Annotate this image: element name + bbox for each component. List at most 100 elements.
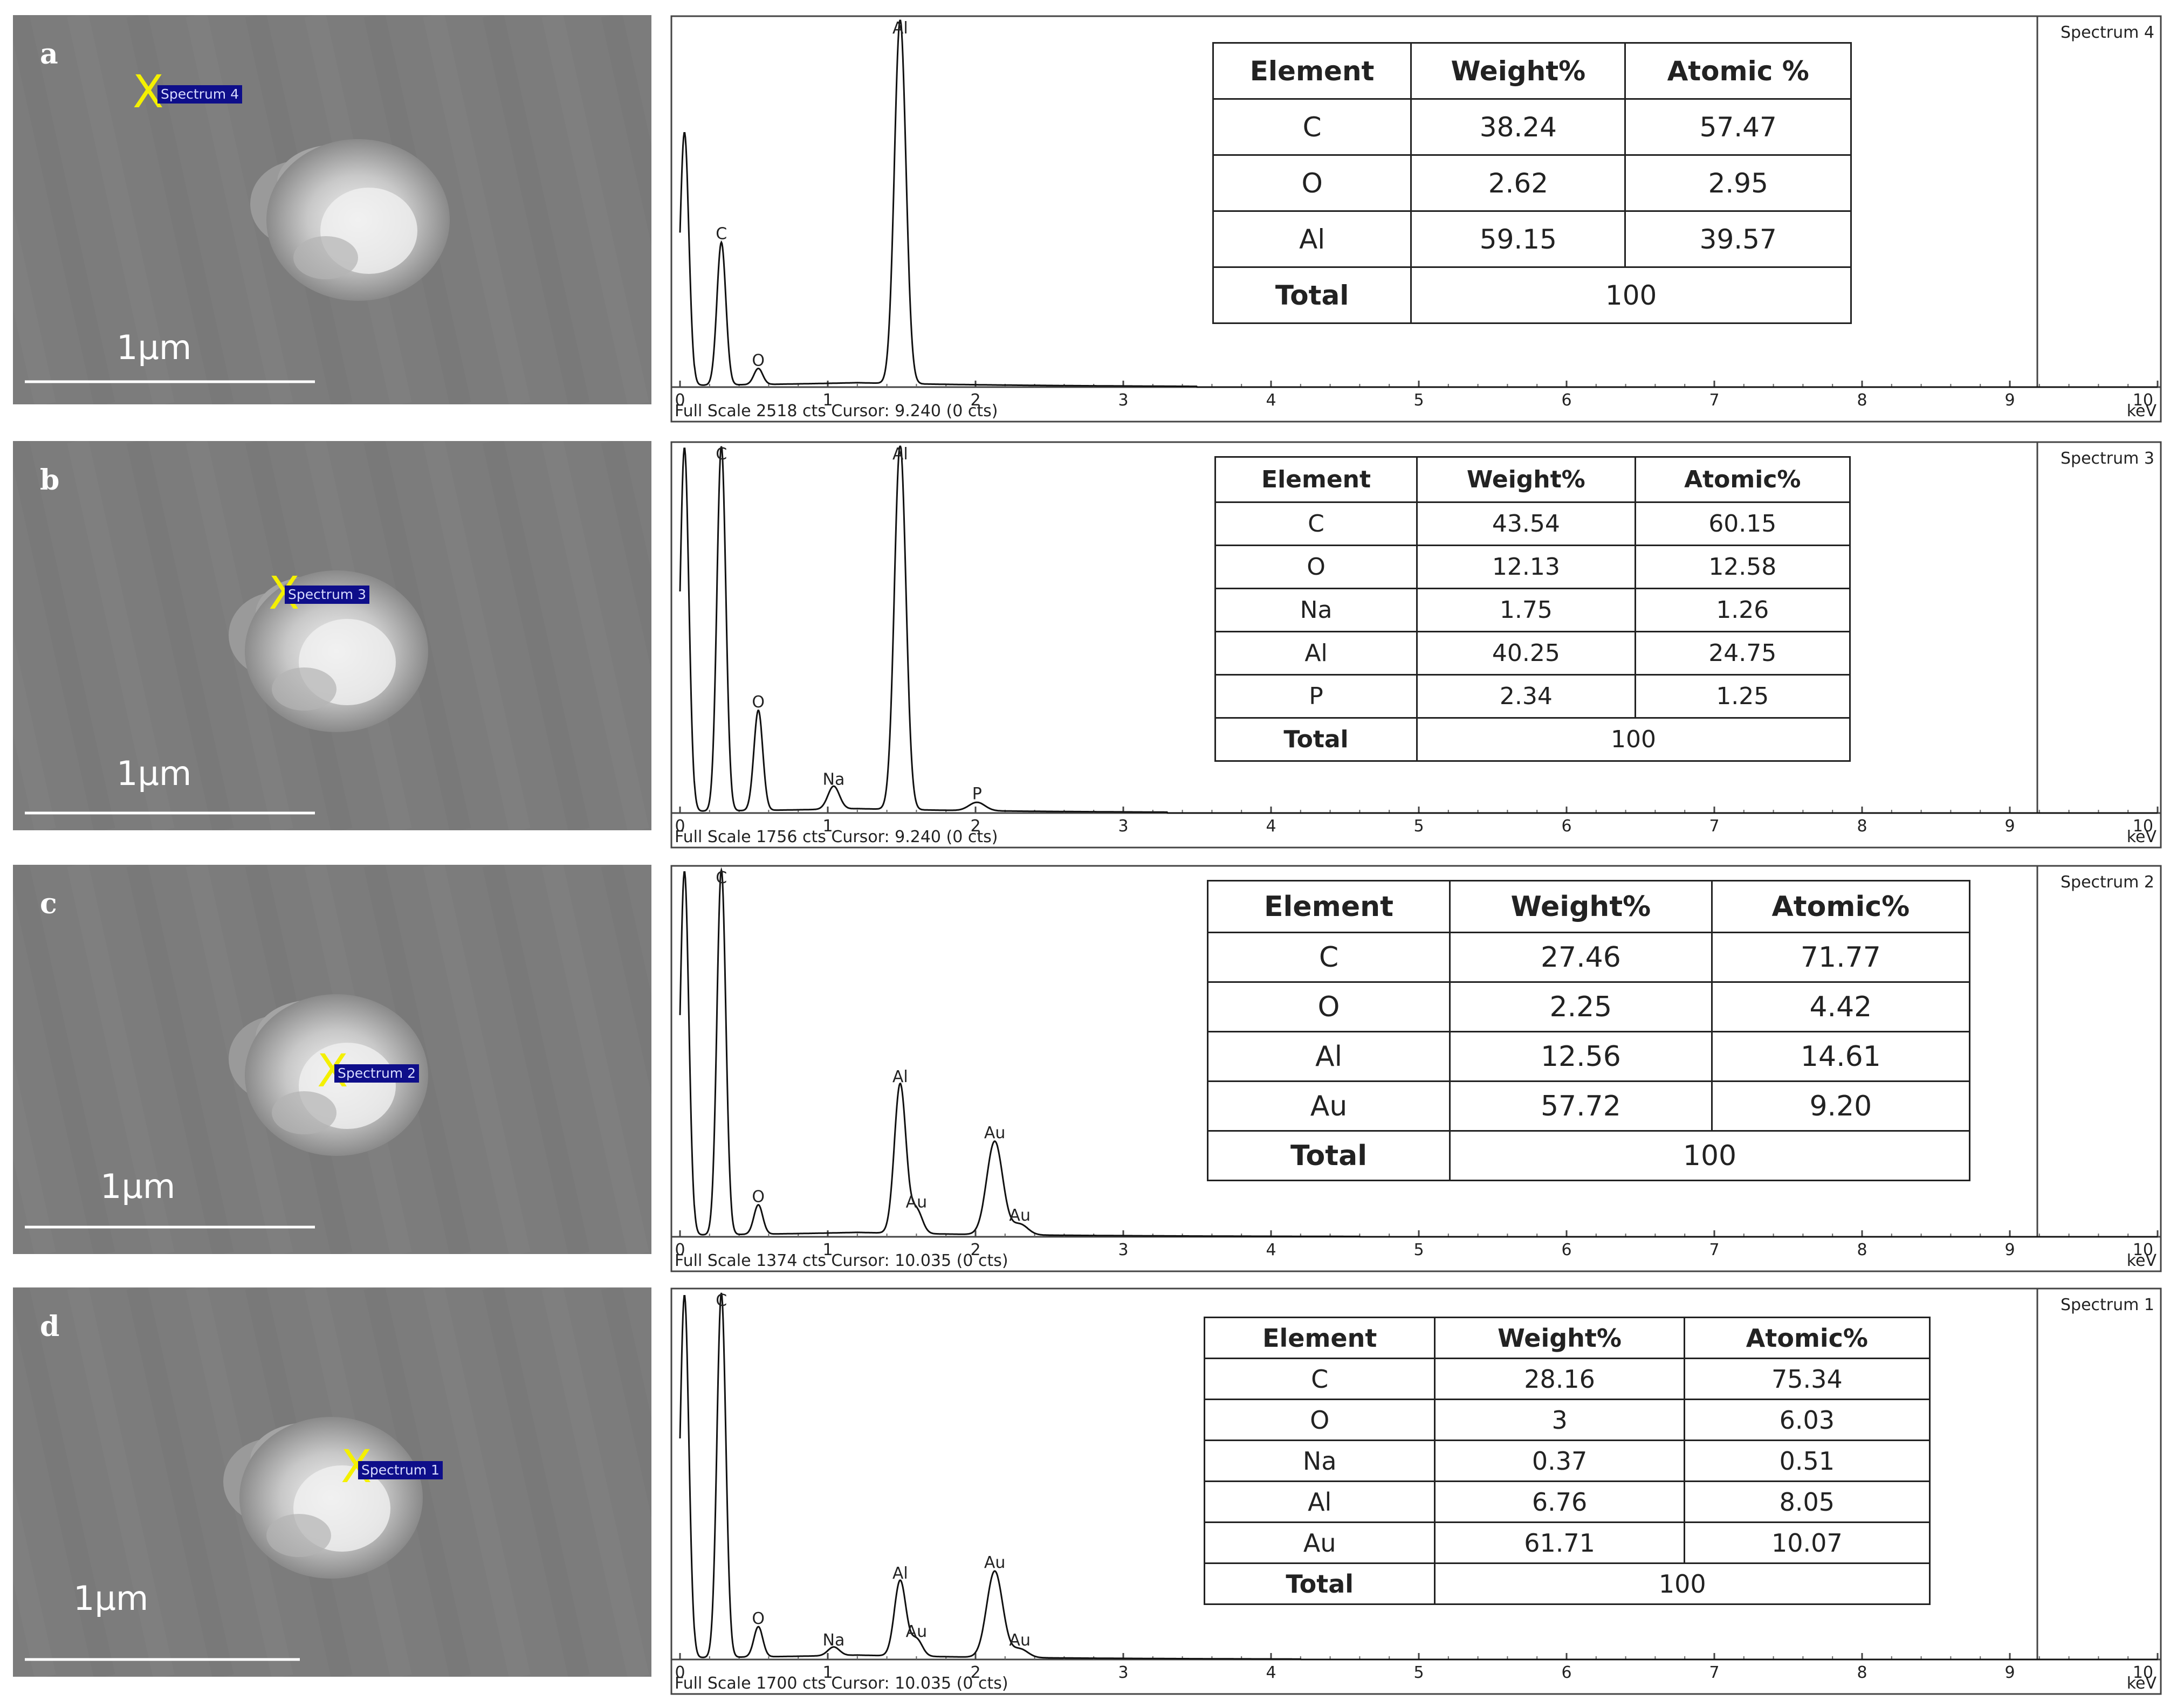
table-row: Na 0.37 0.51 <box>1203 1440 1931 1482</box>
scale-bar-label: 1µm <box>116 754 192 793</box>
x-tick-label: 9 <box>2004 1241 2015 1259</box>
composition-table: Element Weight% Atomic% C 27.46 71.77 O 2.25 4.4… <box>1206 880 1971 1181</box>
table-cell: 57.72 <box>1449 1080 1713 1132</box>
peak-label: P <box>972 785 982 804</box>
panel-letter: d <box>40 1310 60 1343</box>
spectrum-title: Spectrum 3 <box>2061 449 2154 468</box>
x-tick-label: 7 <box>1709 817 1719 836</box>
spectrum-spot-label: Spectrum 2 <box>334 1064 419 1083</box>
sem-image <box>13 865 651 1254</box>
x-tick-label: 6 <box>1561 1241 1571 1259</box>
total-label: Total <box>1214 717 1418 762</box>
table-cell: 2.34 <box>1416 674 1636 719</box>
table-row: C 28.16 75.34 <box>1203 1358 1931 1400</box>
total-label: Total <box>1206 1130 1451 1181</box>
x-tick-label: 3 <box>1118 1241 1128 1259</box>
composition-table: Element Weight% Atomic% C 28.16 75.34 O 3 6.03 Na… <box>1203 1317 1931 1605</box>
table-cell: 60.15 <box>1634 501 1851 546</box>
table-cell: 0.51 <box>1683 1440 1931 1482</box>
peak-label: C <box>716 1291 727 1310</box>
x-tick-label: 4 <box>1266 391 1276 410</box>
x-tick-label: 2 <box>970 391 980 410</box>
x-tick-label: 3 <box>1118 391 1128 410</box>
table-header-cell: Atomic% <box>1683 1317 1931 1359</box>
table-header-cell: Element <box>1212 42 1412 100</box>
total-value: 100 <box>1434 1562 1931 1605</box>
x-tick-label: 0 <box>675 391 685 410</box>
peak-label: Au <box>984 1124 1006 1142</box>
table-cell: 9.20 <box>1711 1080 1971 1132</box>
table-cell: O <box>1212 154 1412 212</box>
sem-micrograph <box>13 15 651 404</box>
spectrum-trace <box>679 445 2158 814</box>
particle <box>229 570 428 732</box>
x-tick-label: 3 <box>1118 1663 1128 1682</box>
table-row: Al 12.56 14.61 <box>1206 1031 1971 1082</box>
peak-label: Au <box>1009 1631 1031 1650</box>
table-row: O 3 6.03 <box>1203 1399 1931 1441</box>
sem-image <box>13 15 651 404</box>
table-cell: 2.62 <box>1410 154 1626 212</box>
x-axis-unit: keV <box>2127 1251 2157 1270</box>
table-row: Al 40.25 24.75 <box>1214 631 1851 676</box>
table-row: C 38.24 57.47 <box>1212 98 1852 156</box>
x-tick-label: 9 <box>2004 817 2015 836</box>
peak-label: C <box>716 869 727 887</box>
table-cell: 61.71 <box>1434 1521 1685 1564</box>
spectrum-trace <box>679 19 2158 388</box>
x-tick-label: 5 <box>1413 817 1424 836</box>
peak-label: Au <box>1009 1206 1031 1225</box>
table-row: C 27.46 71.77 <box>1206 932 1971 983</box>
peak-label: O <box>752 693 765 712</box>
table-row: O 2.62 2.95 <box>1212 154 1852 212</box>
table-cell: O <box>1206 981 1451 1032</box>
x-tick-label: 10 <box>2133 391 2153 410</box>
spectrum-trace <box>679 867 2158 1238</box>
table-cell: 10.07 <box>1683 1521 1931 1564</box>
total-value: 100 <box>1449 1130 1970 1181</box>
peak-label: O <box>752 1609 765 1628</box>
table-cell: 4.42 <box>1711 981 1971 1032</box>
composition-table: Element Weight% Atomic% C 43.54 60.15 O 12.13 12… <box>1214 456 1851 762</box>
table-cell: 1.75 <box>1416 588 1636 632</box>
table-header-cell: Element <box>1203 1317 1436 1359</box>
table-cell: 27.46 <box>1449 932 1713 983</box>
x-tick-label: 9 <box>2004 391 2015 410</box>
table-cell: O <box>1214 545 1418 589</box>
table-cell: P <box>1214 674 1418 719</box>
table-cell: 1.26 <box>1634 588 1851 632</box>
total-value: 100 <box>1416 717 1851 762</box>
table-row: Al 59.15 39.57 <box>1212 210 1852 268</box>
table-header-row: Element Weight% Atomic % <box>1212 42 1852 100</box>
spectrum-footer: Full Scale 1756 cts Cursor: 9.240 (0 cts… <box>675 828 998 846</box>
table-row: Na 1.75 1.26 <box>1214 588 1851 632</box>
table-cell: 75.34 <box>1683 1358 1931 1400</box>
table-header-cell: Atomic % <box>1624 42 1852 100</box>
x-tick-label: 0 <box>675 1663 685 1682</box>
table-header-cell: Element <box>1206 880 1451 933</box>
table-row: O 12.13 12.58 <box>1214 545 1851 589</box>
peak-label: C <box>716 445 727 464</box>
table-total-row: Total 100 <box>1212 266 1852 324</box>
composition-table: Element Weight% Atomic % C 38.24 57.47 O 2.62 2.… <box>1212 42 1852 324</box>
table-total-row: Total 100 <box>1214 717 1851 762</box>
table-header-row: Element Weight% Atomic% <box>1203 1317 1931 1359</box>
x-tick-label: 2 <box>970 817 980 836</box>
table-cell: 6.03 <box>1683 1399 1931 1441</box>
table-row: Au 61.71 10.07 <box>1203 1521 1931 1564</box>
spectrum-title: Spectrum 1 <box>2061 1296 2154 1314</box>
table-header-cell: Weight% <box>1434 1317 1685 1359</box>
table-cell: 43.54 <box>1416 501 1636 546</box>
x-tick-label: 8 <box>1857 1241 1867 1259</box>
x-tick-label: 8 <box>1857 817 1867 836</box>
x-axis-unit: keV <box>2127 402 2157 421</box>
particle <box>223 1417 423 1579</box>
table-cell: 71.77 <box>1711 932 1971 983</box>
table-cell: O <box>1203 1399 1436 1441</box>
peak-label: O <box>752 1188 765 1207</box>
scale-bar-label: 1µm <box>116 328 192 367</box>
table-total-row: Total 100 <box>1203 1562 1931 1605</box>
